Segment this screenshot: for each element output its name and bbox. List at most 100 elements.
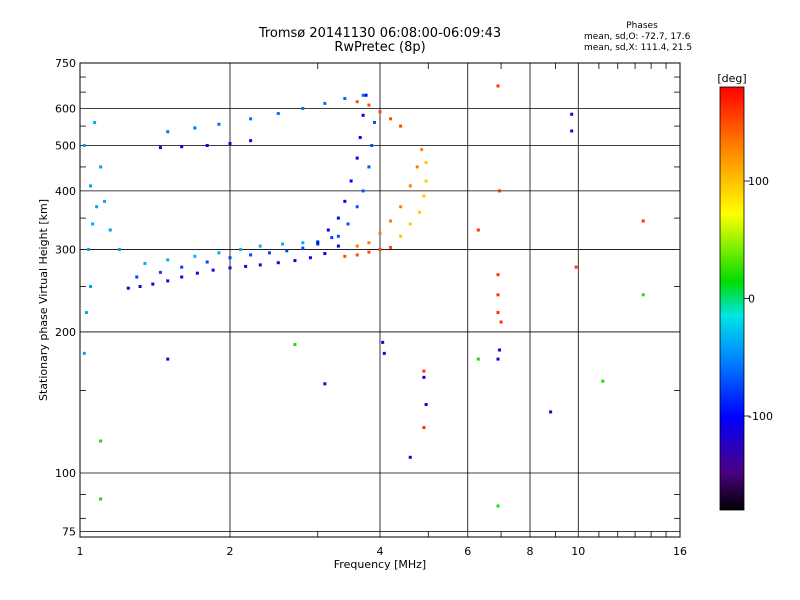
data-point: [330, 236, 334, 240]
data-point: [217, 251, 221, 255]
data-point: [180, 265, 184, 269]
data-point: [476, 357, 480, 361]
data-point: [195, 271, 199, 275]
y-tick-label: 300: [55, 243, 76, 256]
data-point: [108, 228, 112, 232]
data-point: [343, 96, 347, 100]
data-point: [549, 410, 553, 414]
data-point: [570, 112, 574, 116]
data-point: [420, 148, 424, 152]
data-point: [95, 205, 99, 209]
data-point: [126, 286, 130, 290]
data-point: [205, 143, 209, 147]
data-point: [117, 247, 121, 251]
colorbar-ticks: -100 0 100: [744, 175, 773, 423]
data-point: [82, 351, 86, 355]
x-tick-label: 2: [227, 545, 234, 558]
data-point: [355, 156, 359, 160]
data-point: [361, 113, 365, 117]
data-point: [336, 216, 340, 220]
data-point: [361, 93, 365, 97]
data-point: [258, 244, 262, 248]
data-point: [193, 126, 197, 130]
data-point: [228, 266, 232, 270]
data-point: [336, 244, 340, 248]
data-point: [323, 101, 327, 105]
data-point: [496, 504, 500, 508]
data-point: [355, 100, 359, 104]
colorbar-tick-label: -100: [748, 410, 773, 423]
data-point: [86, 247, 90, 251]
data-point: [389, 117, 393, 121]
data-point: [476, 228, 480, 232]
x-tick-label: 10: [571, 545, 585, 558]
data-point: [496, 84, 500, 88]
data-point: [499, 320, 503, 324]
data-point: [422, 369, 426, 373]
data-point: [370, 143, 374, 147]
data-point: [601, 379, 605, 383]
data-point: [193, 254, 197, 258]
data-point: [408, 455, 412, 459]
data-point: [367, 250, 371, 254]
data-point: [415, 165, 419, 169]
data-point: [89, 285, 93, 289]
data-point: [103, 199, 107, 203]
x-tick-label: 8: [527, 545, 534, 558]
data-point: [143, 261, 147, 265]
data-point: [381, 340, 385, 344]
data-point: [91, 222, 95, 226]
colorbar: [719, 86, 745, 511]
colorbar-unit-label: [deg]: [717, 72, 746, 85]
data-point: [378, 231, 382, 235]
data-point: [358, 136, 362, 140]
data-point: [367, 165, 371, 169]
data-point: [641, 293, 645, 297]
data-point: [99, 165, 103, 169]
data-point: [422, 426, 426, 430]
data-point: [281, 242, 285, 246]
data-point: [355, 244, 359, 248]
phase-stats-o-mode: mean, sd,O: -72.7, 17.6: [584, 32, 691, 42]
data-point: [249, 253, 253, 257]
data-point: [355, 253, 359, 257]
data-point: [267, 251, 271, 255]
data-point: [228, 141, 232, 145]
data-point: [389, 219, 393, 223]
data-point: [323, 382, 327, 386]
data-point: [293, 259, 297, 263]
data-point: [99, 497, 103, 501]
data-point: [180, 145, 184, 149]
phase-stats-x-mode: mean, sd,X: 111.4, 21.5: [584, 43, 693, 53]
data-point: [301, 246, 305, 250]
data-point: [276, 261, 280, 265]
data-point: [217, 122, 221, 126]
data-point: [82, 143, 86, 147]
data-point: [389, 245, 393, 249]
data-point: [399, 205, 403, 209]
page-subtitle: RwPretec (8p): [334, 40, 426, 55]
y-tick-label: 200: [55, 326, 76, 339]
y-tick-label: 750: [55, 57, 76, 70]
data-point: [399, 234, 403, 238]
plot-frame: [79, 62, 681, 538]
x-tick-label: 1: [77, 545, 84, 558]
data-point: [496, 293, 500, 297]
data-point: [93, 120, 97, 124]
data-point: [135, 275, 139, 279]
data-point: [355, 205, 359, 209]
data-point: [166, 130, 170, 134]
data-point: [166, 279, 170, 283]
grid-lines: [80, 63, 680, 537]
data-point: [367, 103, 371, 107]
y-tick-label: 75: [62, 526, 76, 539]
data-point: [422, 194, 426, 198]
data-point: [408, 222, 412, 226]
data-point: [496, 273, 500, 277]
data-point: [228, 256, 232, 260]
data-point: [346, 222, 350, 226]
colorbar-tick-label: 0: [748, 293, 755, 306]
data-point: [424, 179, 428, 183]
data-point: [343, 199, 347, 203]
data-point: [408, 184, 412, 188]
